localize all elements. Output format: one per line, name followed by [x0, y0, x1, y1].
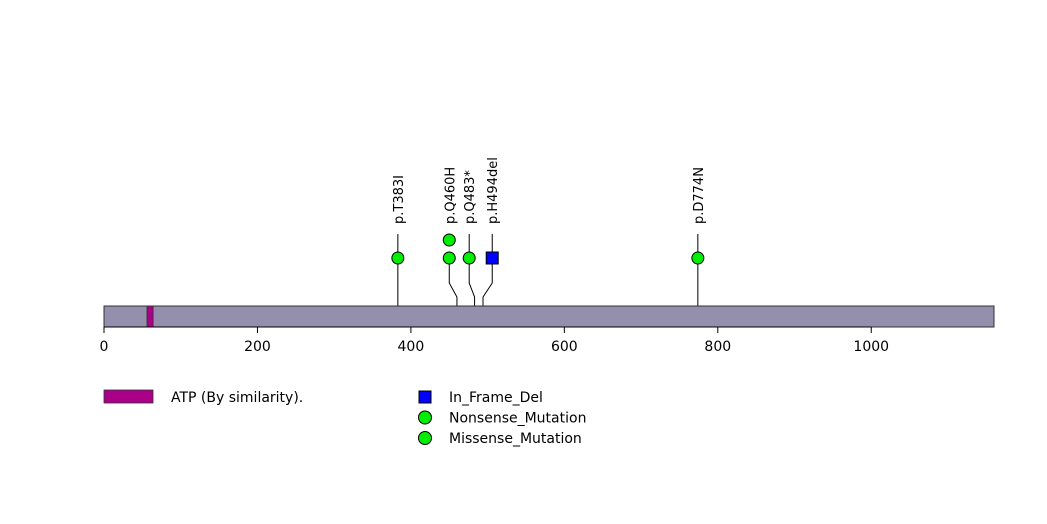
mutation-marker-circle [391, 251, 405, 265]
axis-tick-label: 1000 [853, 339, 889, 355]
mutation-label: p.T383I [392, 175, 407, 224]
mutation-stem [448, 258, 458, 306]
axis-tick-label: 400 [398, 339, 425, 355]
legend: ATP (By similarity). In_Frame_Del Nonsense… [103, 389, 586, 447]
axis-tick-label: 800 [704, 339, 731, 355]
mutation-stem [468, 258, 476, 306]
axis-tick-label: 600 [551, 339, 578, 355]
mutation-marker-circle [442, 233, 456, 247]
legend-mutation-label: Nonsense_Mutation [449, 411, 586, 427]
mutation-labels: p.T383I p.Q460H p.Q483* p.H494del p.D774N [392, 157, 707, 224]
mutation-marker-circle [691, 251, 705, 265]
legend-mutation-label: Missense_Mutation [449, 431, 582, 447]
legend-circle-swatch [418, 410, 432, 425]
mutation-label: p.H494del [486, 157, 501, 224]
mutation-stem [482, 258, 493, 306]
mutation-marker-square [485, 251, 499, 265]
domain-block [146, 305, 154, 328]
legend-square-swatch [418, 390, 432, 404]
legend-circle-swatch [418, 431, 432, 445]
legend-domain-label: ATP (By similarity). [171, 390, 303, 406]
protein-backbone [103, 305, 995, 328]
mutation-markers [391, 233, 705, 265]
protein-domains [146, 305, 154, 328]
mutation-stems [397, 234, 699, 306]
position-axis: 0 200 400 600 800 1000 [100, 326, 889, 355]
mutation-label: p.Q483* [463, 170, 478, 224]
mutation-label: p.D774N [692, 167, 707, 224]
mutation-marker-circle [442, 251, 456, 265]
legend-domain-swatch [103, 389, 154, 404]
axis-tick-label: 200 [244, 339, 271, 355]
legend-mutation-label: In_Frame_Del [449, 390, 543, 406]
axis-tick-label: 0 [100, 339, 109, 355]
mutation-marker-circle [462, 251, 476, 265]
mutation-label: p.Q460H [443, 167, 458, 224]
